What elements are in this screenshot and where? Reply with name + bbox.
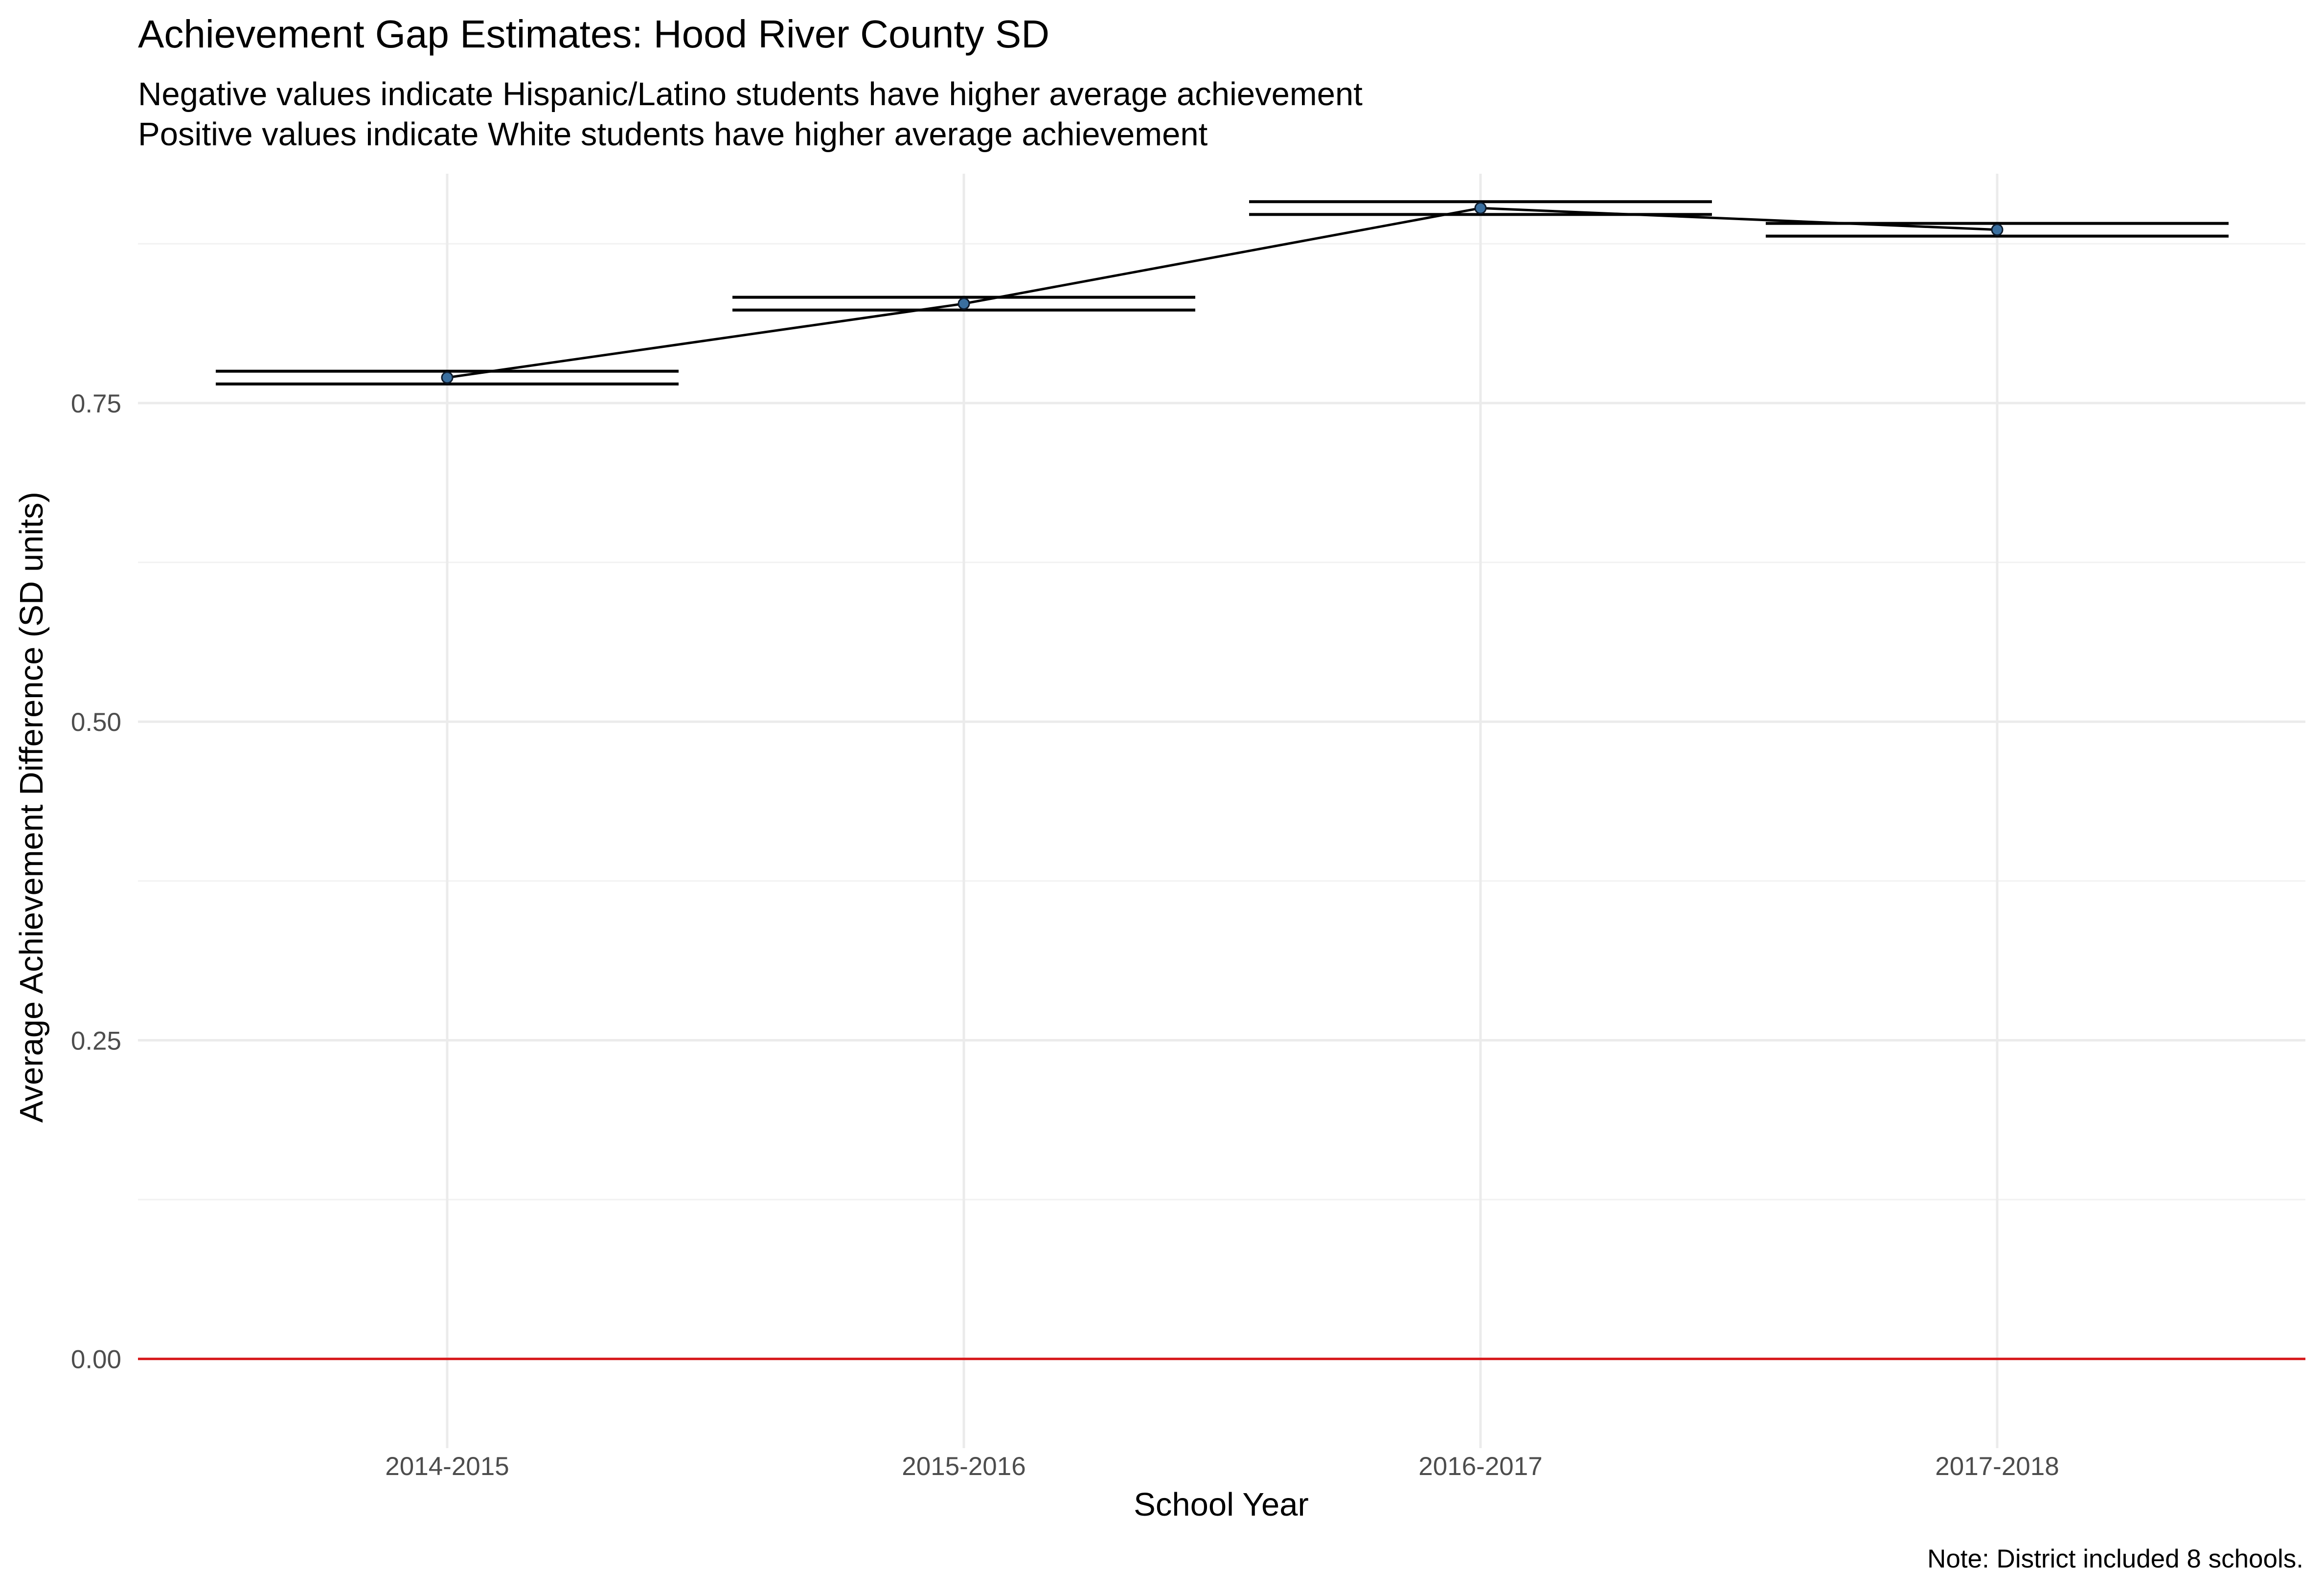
- data-point: [1991, 224, 2004, 236]
- x-axis-title: School Year: [1134, 1486, 1309, 1523]
- chart-title: Achievement Gap Estimates: Hood River Co…: [138, 12, 1049, 56]
- y-tick-label: 0.25: [71, 1026, 121, 1055]
- data-point: [441, 371, 454, 384]
- series: [216, 200, 2229, 386]
- data-point: [957, 297, 970, 310]
- chart-caption: Note: District included 8 schools.: [1927, 1545, 2303, 1573]
- x-tick-label: 2014-2015: [385, 1452, 509, 1481]
- x-tick-label: 2016-2017: [1418, 1452, 1542, 1481]
- series-line: [447, 206, 1998, 379]
- y-tick-label: 0.50: [71, 708, 121, 737]
- axes: 0.00 0.25 0.50 0.75 2014-2015 2015-2016 2016-2…: [71, 389, 2059, 1481]
- data-point: [1474, 202, 1487, 214]
- grid: [138, 174, 2305, 1448]
- x-tick-label: 2017-2018: [1935, 1452, 2059, 1481]
- y-tick-label: 0.75: [71, 389, 121, 418]
- chart-subtitle-line-2: Positive values indicate White students …: [138, 116, 1208, 153]
- x-tick-label: 2015-2016: [902, 1452, 1025, 1481]
- y-tick-label: 0.00: [71, 1345, 121, 1374]
- y-axis-title: Average Achievement Difference (SD units…: [13, 492, 50, 1123]
- chart-subtitle-line-1: Negative values indicate Hispanic/Latino…: [138, 76, 1363, 113]
